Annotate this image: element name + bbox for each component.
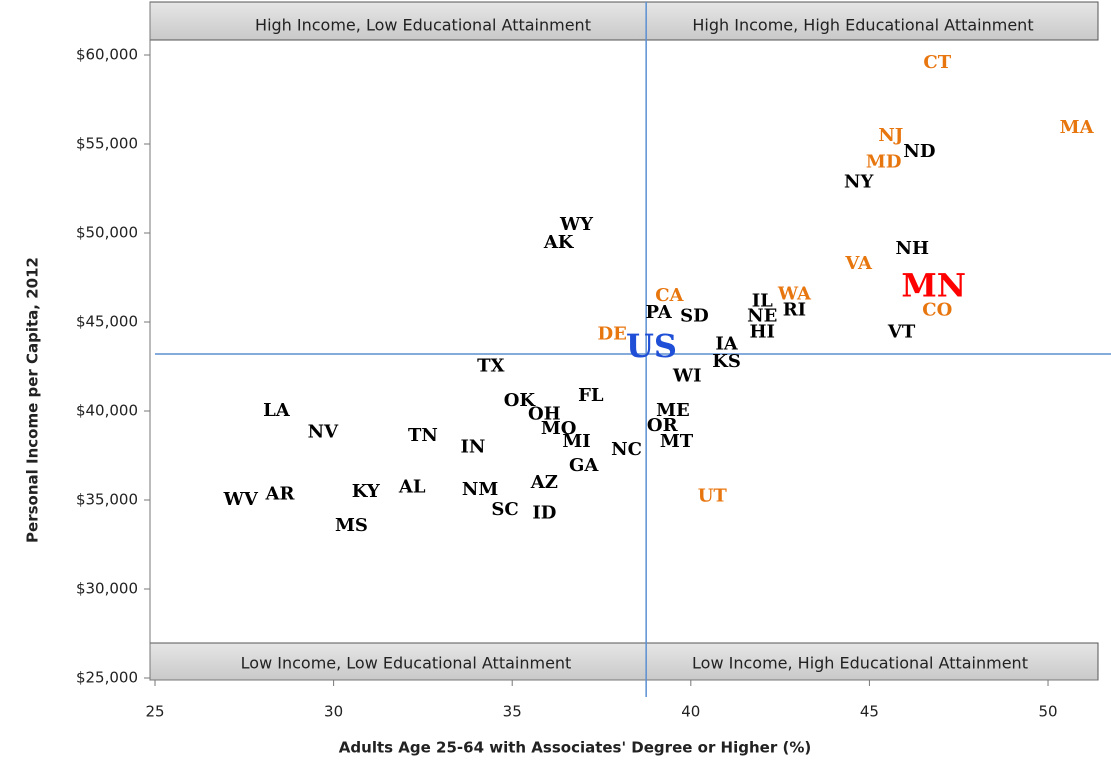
x-axis-title: Adults Age 25-64 with Associates' Degree… <box>339 739 811 757</box>
point-label: PA <box>646 302 673 323</box>
point-label: HI <box>750 322 775 343</box>
point-label: NV <box>308 421 339 442</box>
point-label: OR <box>647 415 679 436</box>
point-label: US <box>626 327 677 365</box>
point-label: GA <box>569 455 599 476</box>
top-quadrant-band <box>149 1 1099 41</box>
point-label: CO <box>922 299 952 320</box>
x-tick-label: 30 <box>324 703 343 721</box>
point-label: MA <box>1060 117 1095 138</box>
x-tick-label: 50 <box>1038 703 1057 721</box>
point-label: NE <box>747 306 777 327</box>
point-label: NJ <box>878 125 903 146</box>
point-label: AR <box>265 484 296 505</box>
point-label: WA <box>777 283 812 304</box>
quadrant-label: High Income, Low Educational Attainment <box>255 16 591 35</box>
y-tick-label: $25,000 <box>76 669 138 687</box>
point-label: IL <box>752 291 773 312</box>
point-label: UT <box>698 485 728 506</box>
point-label: WV <box>223 489 259 510</box>
point-label: MO <box>541 418 577 439</box>
x-tick-label: 35 <box>503 703 522 721</box>
point-label: TN <box>408 425 438 446</box>
y-tick-label: $35,000 <box>76 491 138 509</box>
point-label: TX <box>477 356 504 377</box>
y-tick-label: $60,000 <box>76 46 138 64</box>
point-label: CA <box>655 285 684 306</box>
quadrant-label: Low Income, Low Educational Attainment <box>241 654 572 673</box>
point-label: MT <box>660 431 694 452</box>
bottom-quadrant-band <box>149 642 1099 681</box>
point-label: AZ <box>530 472 558 493</box>
x-tick-label: 25 <box>145 703 164 721</box>
point-label: WY <box>559 214 594 235</box>
y-tick-label: $45,000 <box>76 313 138 331</box>
x-tick-label: 45 <box>860 703 879 721</box>
point-label: NY <box>844 171 874 192</box>
point-label: MN <box>901 267 966 305</box>
quadrant-label: Low Income, High Educational Attainment <box>692 654 1028 673</box>
point-label: MD <box>866 152 902 173</box>
point-label: ND <box>903 141 935 162</box>
quadrant-label: High Income, High Educational Attainment <box>692 16 1033 35</box>
point-label: WI <box>672 365 702 386</box>
point-label: VA <box>844 253 873 274</box>
y-tick-label: $50,000 <box>76 224 138 242</box>
point-label: MS <box>335 515 368 536</box>
point-label: AL <box>398 477 426 498</box>
point-label: ID <box>532 502 556 523</box>
y-axis-title: Personal Income per Capita, 2012 <box>24 257 42 543</box>
point-label: IA <box>715 333 738 354</box>
point-label: ME <box>656 400 690 421</box>
point-label: LA <box>263 400 291 421</box>
point-label: DE <box>598 323 627 344</box>
point-label: VT <box>887 322 916 343</box>
y-tick-label: $40,000 <box>76 402 138 420</box>
point-label: NM <box>462 479 498 500</box>
point-label: FL <box>578 385 604 406</box>
y-tick-label: $55,000 <box>76 135 138 153</box>
point-label: AK <box>543 232 575 253</box>
point-label: IN <box>460 436 485 457</box>
point-label: RI <box>783 299 806 320</box>
x-tick-label: 40 <box>681 703 700 721</box>
point-label: SD <box>680 306 709 327</box>
point-label: OH <box>528 404 561 425</box>
y-tick-label: $30,000 <box>76 580 138 598</box>
point-label: NH <box>896 238 929 259</box>
point-label: CT <box>923 52 951 73</box>
point-label: SC <box>491 499 518 520</box>
point-label: OK <box>504 390 537 411</box>
point-label: KY <box>352 481 381 502</box>
point-label: NC <box>611 439 642 460</box>
point-label: MI <box>562 431 590 452</box>
point-label: KS <box>712 351 741 372</box>
